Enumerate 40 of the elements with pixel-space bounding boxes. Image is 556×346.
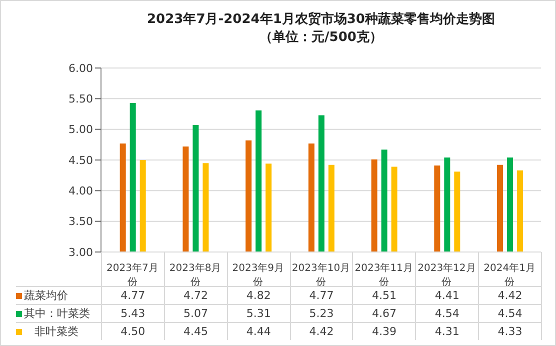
data-label: 4.67 (353, 305, 416, 322)
data-label: 5.31 (228, 305, 291, 322)
x-tick-label: 2023年11月份 (354, 262, 413, 288)
data-label: 5.23 (290, 305, 354, 322)
x-tick-label: 2023年12月份 (418, 262, 476, 288)
y-tick-label: 3.00 (68, 246, 93, 259)
legend-label: 非叶菜类 (33, 324, 78, 339)
data-label: 4.50 (102, 323, 165, 340)
legend-label: 蔬菜均价 (24, 288, 68, 303)
data-label: 4.82 (228, 287, 291, 304)
legend-label: 其中：叶菜类 (24, 306, 90, 321)
data-label: 4.77 (290, 287, 354, 304)
data-label: 4.72 (164, 287, 228, 304)
y-tick-label: 4.00 (68, 184, 93, 198)
y-tick-label: 5.00 (68, 123, 93, 136)
x-tick-label: 2023年8月份 (169, 262, 222, 288)
data-label: 4.45 (164, 323, 228, 340)
data-label: 4.33 (479, 323, 542, 340)
data-label: 4.54 (479, 305, 542, 322)
data-label: 4.54 (416, 305, 480, 322)
data-label: 4.44 (228, 323, 291, 340)
chart-subtitle: （单位：元/500克） (258, 29, 384, 47)
data-label: 4.41 (416, 287, 480, 304)
x-tick-label: 2023年9月份 (232, 262, 284, 288)
y-tick-label: 6.00 (68, 62, 93, 75)
data-label: 5.07 (164, 305, 228, 322)
x-tick-label: 2024年1月份 (484, 262, 536, 288)
y-tick-label: 3.50 (68, 215, 93, 228)
data-label: 4.51 (353, 287, 416, 304)
data-label: 4.42 (290, 323, 354, 340)
data-label: 4.42 (479, 287, 542, 304)
x-tick-label: 2023年10月份 (292, 262, 350, 288)
data-label: 4.39 (353, 323, 416, 340)
y-tick-label: 4.50 (68, 154, 93, 167)
data-label: 4.77 (102, 287, 165, 304)
x-tick-label: 2023年7月份 (106, 262, 158, 288)
chart-title: 2023年7月-2024年1月农贸市场30种蔬菜零售均价走势图 (146, 11, 496, 29)
y-tick-label: 5.50 (68, 92, 93, 106)
data-label: 5.43 (102, 305, 165, 322)
data-label: 4.31 (416, 323, 480, 340)
